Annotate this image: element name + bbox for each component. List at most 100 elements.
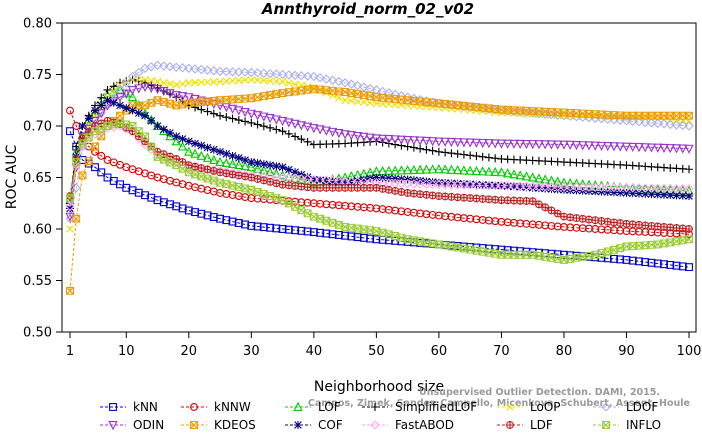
data-point-kdeos <box>278 89 287 97</box>
data-point-odin <box>271 115 282 125</box>
data-point-fastabod <box>459 180 469 190</box>
data-point-cof <box>516 183 525 191</box>
data-point-cof <box>109 98 118 107</box>
data-point-fastabod <box>590 182 600 192</box>
data-point-inflo <box>66 194 74 203</box>
data-point-cof <box>434 178 443 187</box>
data-point-fastabod <box>502 181 513 191</box>
legend-item-knn: kNN <box>100 400 158 414</box>
data-point-knn <box>91 163 99 172</box>
data-point-cof <box>272 162 281 171</box>
data-point-odin <box>659 143 669 154</box>
data-point-lof <box>440 164 450 174</box>
data-point-cof <box>372 173 381 182</box>
data-point-ldf <box>547 206 556 215</box>
data-point-cof <box>553 185 562 194</box>
data-point-fastabod <box>546 181 557 192</box>
data-point-cof <box>535 184 543 193</box>
data-point-odin <box>440 137 450 147</box>
data-point-inflo <box>566 254 575 263</box>
data-point-inflo <box>578 252 587 261</box>
data-point-cof <box>84 114 93 123</box>
data-point-simplifiedlof <box>441 148 450 157</box>
data-point-ldof <box>309 71 319 82</box>
data-point-lof <box>390 165 400 175</box>
data-point-odin <box>121 89 131 99</box>
data-point-fastabod <box>634 183 644 193</box>
data-point-cof <box>153 122 162 130</box>
data-point-loop <box>285 79 293 87</box>
series-inflo <box>66 118 693 264</box>
data-point-cof <box>278 163 287 172</box>
data-point-odin <box>459 138 469 148</box>
y-tick-label: 0.55 <box>23 274 52 289</box>
data-point-cof <box>128 106 137 115</box>
data-point-simplifiedlof <box>491 154 500 163</box>
data-point-fastabod <box>440 180 450 190</box>
data-point-lof <box>396 165 407 175</box>
data-point-lof <box>484 166 494 176</box>
data-point-fastabod <box>71 160 81 170</box>
data-point-lof <box>165 131 175 141</box>
data-point-kdeos <box>78 171 87 180</box>
data-point-kdeos <box>297 86 306 95</box>
data-point-odin <box>634 143 644 153</box>
data-point-cof <box>241 156 249 164</box>
data-point-odin <box>184 93 194 103</box>
data-point-fastabod <box>521 181 532 191</box>
data-point-fastabod <box>621 183 632 193</box>
legend-marker <box>506 403 514 411</box>
y-tick-label: 0.80 <box>23 17 52 32</box>
data-point-fastabod <box>609 182 619 193</box>
data-point-kdeos <box>259 92 268 101</box>
data-point-fastabod <box>65 201 75 212</box>
data-point-odin <box>590 141 600 151</box>
data-point-lof <box>409 164 419 175</box>
data-point-cof <box>322 176 331 185</box>
data-point-ldof <box>321 74 332 84</box>
data-point-inflo <box>585 251 593 260</box>
data-point-simplifiedlof <box>478 152 487 161</box>
data-point-cof <box>641 189 650 198</box>
data-point-lof <box>196 150 207 160</box>
data-point-odin <box>302 122 313 132</box>
data-point-odin <box>115 93 125 103</box>
data-point-inflo <box>616 244 625 253</box>
legend-label: SimplifiedLOF <box>395 400 477 414</box>
data-point-inflo <box>109 120 118 129</box>
data-point-ldof <box>659 119 669 129</box>
data-point-fastabod <box>77 139 88 150</box>
data-point-fastabod <box>640 183 650 193</box>
data-point-kdeos <box>172 101 181 110</box>
watermark: Unsupervised Outlier Detection. DAMI, 20… <box>308 387 690 409</box>
legend-label: COF <box>318 418 343 432</box>
data-point-loop <box>203 78 212 86</box>
data-point-simplifiedlof <box>247 118 256 127</box>
legend-label: kNNW <box>214 400 251 414</box>
data-point-loop <box>228 77 237 85</box>
data-point-fastabod <box>584 182 594 192</box>
data-point-simplifiedlof <box>253 120 262 129</box>
data-point-cof <box>647 190 656 199</box>
y-tick-label: 0.75 <box>23 68 52 83</box>
data-point-odin <box>246 109 257 119</box>
data-point-loop <box>222 77 231 86</box>
data-point-odin <box>202 98 213 108</box>
data-point-ldof <box>384 88 394 98</box>
data-point-simplifiedlof <box>259 122 268 131</box>
data-point-fastabod <box>528 181 538 191</box>
legend-marker <box>294 421 302 429</box>
data-point-cof <box>197 141 206 150</box>
data-point-loop <box>134 75 143 84</box>
data-point-cof <box>610 188 618 197</box>
data-point-cof <box>491 181 500 190</box>
data-point-fastabod <box>603 182 613 193</box>
data-point-lof <box>184 146 194 156</box>
data-point-ldof <box>196 64 206 75</box>
data-point-knn <box>66 127 74 136</box>
data-point-ldof <box>221 66 231 77</box>
data-point-loop <box>366 98 374 107</box>
data-point-kdeos <box>91 142 99 151</box>
data-point-cof <box>359 175 368 184</box>
data-point-fastabod <box>484 180 494 191</box>
